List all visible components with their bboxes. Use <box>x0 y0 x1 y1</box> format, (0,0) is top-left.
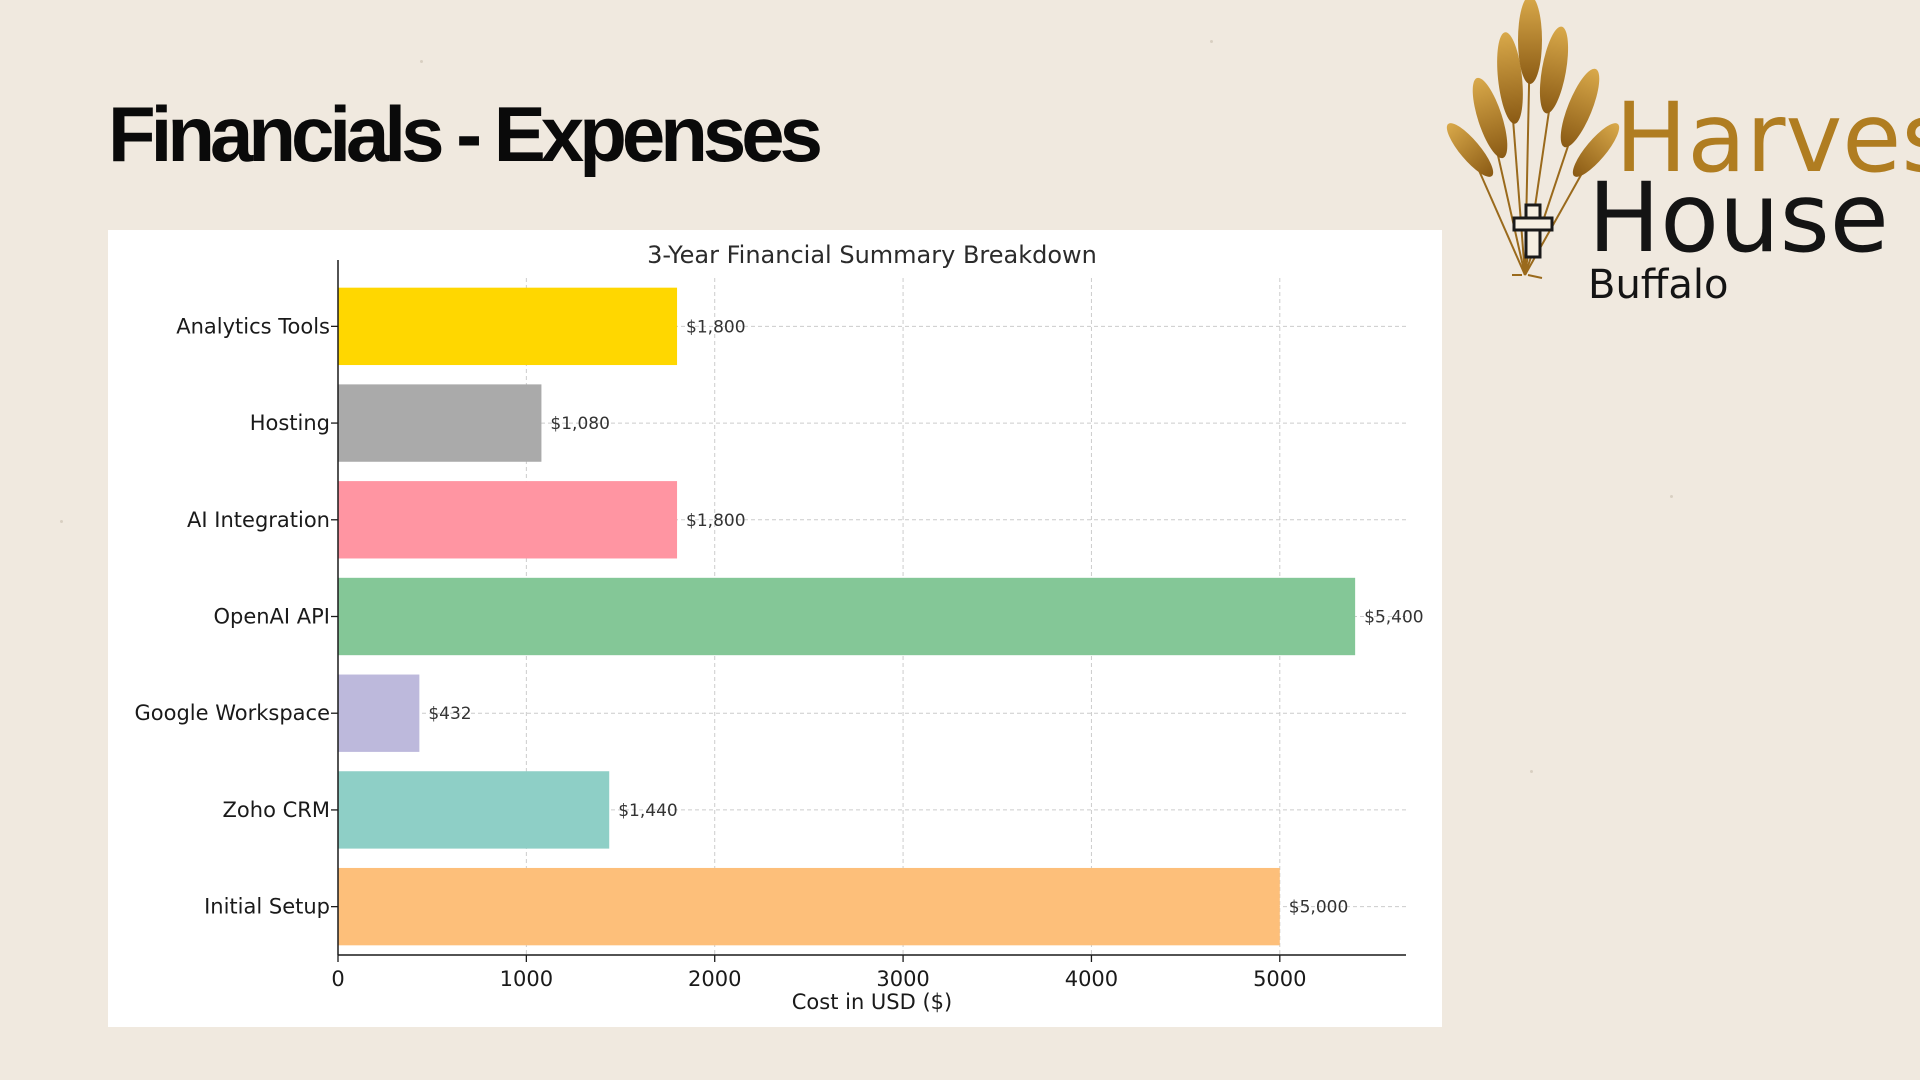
bar <box>338 675 419 752</box>
chart-bars: $5,000 $1,440 $432 $5,400 $1,800 $1,080 $1,800 <box>338 288 1424 946</box>
bar-value-label: $1,080 <box>550 414 609 434</box>
x-tick-label: 1000 <box>500 967 553 991</box>
y-tick-label: OpenAI API <box>213 605 330 629</box>
bar <box>338 288 677 365</box>
x-tick-label: 0 <box>331 967 344 991</box>
x-tick-label: 5000 <box>1253 967 1306 991</box>
y-tick-label: Zoho CRM <box>223 798 330 822</box>
x-tick-label: 4000 <box>1065 967 1118 991</box>
y-tick-label: Google Workspace <box>134 701 330 725</box>
chart-panel: $5,000 $1,440 $432 $5,400 $1,800 $1,080 $1,800… <box>108 230 1442 1027</box>
bar <box>338 578 1355 655</box>
x-tick-label: 3000 <box>876 967 929 991</box>
y-tick-label: Analytics Tools <box>176 314 330 338</box>
y-tick-label: Hosting <box>250 411 330 435</box>
bar-value-label: $1,440 <box>618 801 677 821</box>
bar <box>338 481 677 558</box>
brand-name-house: House <box>1588 170 1889 266</box>
y-tick-label: AI Integration <box>187 508 330 532</box>
bar <box>338 868 1280 945</box>
bar-value-label: $5,000 <box>1289 898 1348 918</box>
chart-x-axis-label: Cost in USD ($) <box>792 990 952 1014</box>
slide-title: Financials - Expenses <box>108 95 818 173</box>
y-tick-label: Initial Setup <box>204 895 330 919</box>
chart-title: 3-Year Financial Summary Breakdown <box>647 241 1097 269</box>
bar-chart: $5,000 $1,440 $432 $5,400 $1,800 $1,080 $1,800… <box>108 230 1442 1027</box>
bar <box>338 771 609 848</box>
bar-value-label: $1,800 <box>686 511 745 531</box>
x-tick-label: 2000 <box>688 967 741 991</box>
bar-value-label: $432 <box>428 704 471 724</box>
bar-value-label: $1,800 <box>686 317 745 337</box>
brand-name-buffalo: Buffalo <box>1588 265 1728 305</box>
bar <box>338 384 541 461</box>
bar-value-label: $5,400 <box>1364 608 1423 628</box>
